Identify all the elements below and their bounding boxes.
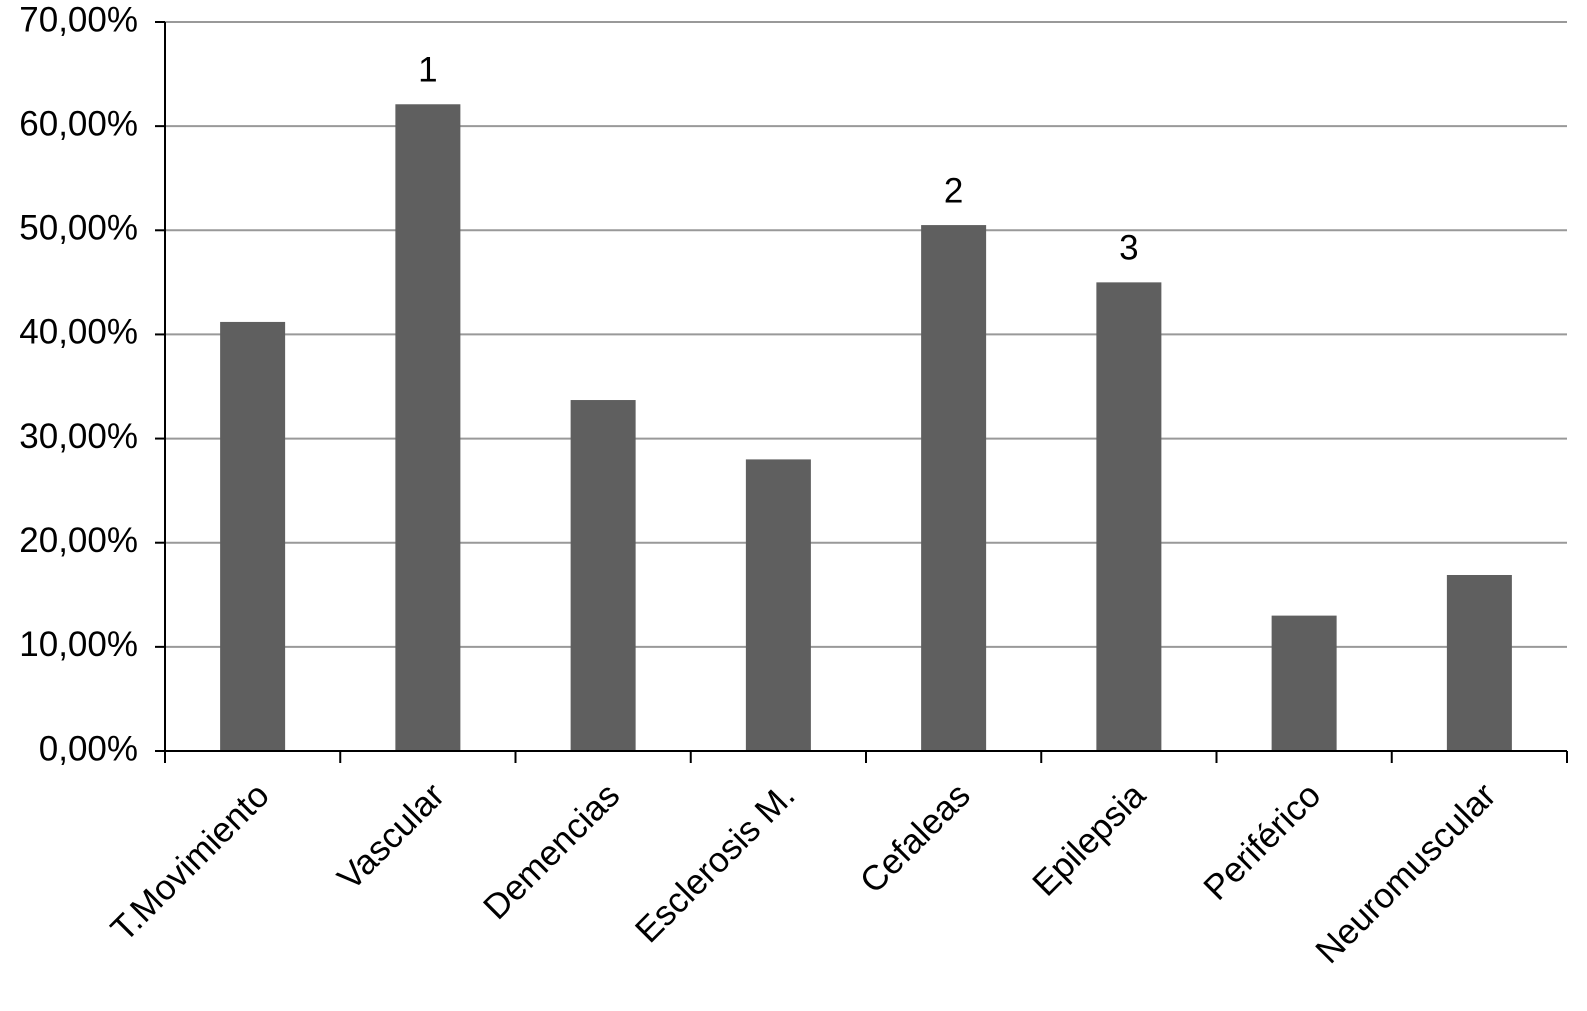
y-tick-label: 10,00% (19, 625, 138, 664)
bar (745, 459, 811, 751)
y-tick-label: 40,00% (19, 313, 138, 352)
bar (921, 225, 987, 752)
x-tick-label: Esclerosis M. (628, 776, 803, 951)
x-tick-label: Epilepsia (1025, 775, 1153, 903)
y-tick-label: 0,00% (39, 729, 138, 768)
x-tick-label: Demencias (476, 776, 627, 927)
bar (1446, 574, 1512, 751)
bar (395, 104, 461, 752)
y-tick-label: 30,00% (19, 417, 138, 456)
bar (220, 321, 286, 751)
annotation: 3 (1119, 229, 1138, 268)
annotation: 1 (418, 51, 437, 90)
annotation: 2 (944, 171, 963, 210)
bar (1271, 615, 1337, 751)
y-tick-label: 60,00% (19, 104, 138, 143)
bar (570, 400, 636, 751)
y-tick-label: 70,00% (19, 0, 138, 39)
x-tick-label: Periférico (1196, 776, 1328, 908)
x-tick-label: Cefaleas (853, 776, 978, 901)
y-tick-label: 50,00% (19, 209, 138, 248)
x-tick-label: Neuromuscular (1308, 775, 1504, 971)
bar (1096, 282, 1162, 751)
x-tick-label: T.Movimiento (103, 776, 276, 949)
x-tick-label: Vascular (330, 775, 452, 897)
y-tick-label: 20,00% (19, 521, 138, 560)
